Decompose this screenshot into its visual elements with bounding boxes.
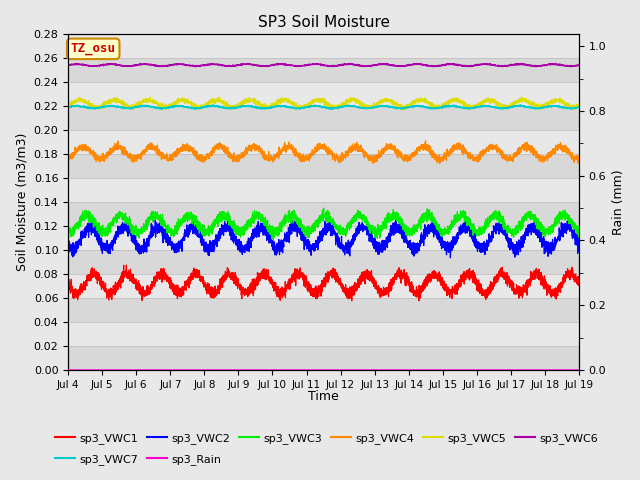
Text: TZ_osu: TZ_osu xyxy=(70,42,116,55)
Bar xyxy=(68,10,579,34)
Y-axis label: Rain (mm): Rain (mm) xyxy=(612,169,625,235)
Bar xyxy=(68,250,579,274)
Legend: sp3_VWC1, sp3_VWC2, sp3_VWC3, sp3_VWC4, sp3_VWC5, sp3_VWC6: sp3_VWC1, sp3_VWC2, sp3_VWC3, sp3_VWC4, … xyxy=(51,428,603,448)
Y-axis label: Soil Moisture (m3/m3): Soil Moisture (m3/m3) xyxy=(15,133,28,271)
X-axis label: Time: Time xyxy=(308,390,339,403)
Bar xyxy=(68,82,579,106)
Bar xyxy=(68,298,579,322)
Bar xyxy=(68,106,579,130)
Legend: sp3_VWC7, sp3_Rain: sp3_VWC7, sp3_Rain xyxy=(51,450,226,469)
Bar xyxy=(68,202,579,226)
Bar xyxy=(68,154,579,178)
Bar xyxy=(68,322,579,346)
Bar xyxy=(68,274,579,298)
Bar xyxy=(68,346,579,370)
Title: SP3 Soil Moisture: SP3 Soil Moisture xyxy=(257,15,390,30)
Bar xyxy=(68,178,579,202)
Bar xyxy=(68,34,579,58)
Bar xyxy=(68,130,579,154)
Bar xyxy=(68,58,579,82)
Bar xyxy=(68,226,579,250)
